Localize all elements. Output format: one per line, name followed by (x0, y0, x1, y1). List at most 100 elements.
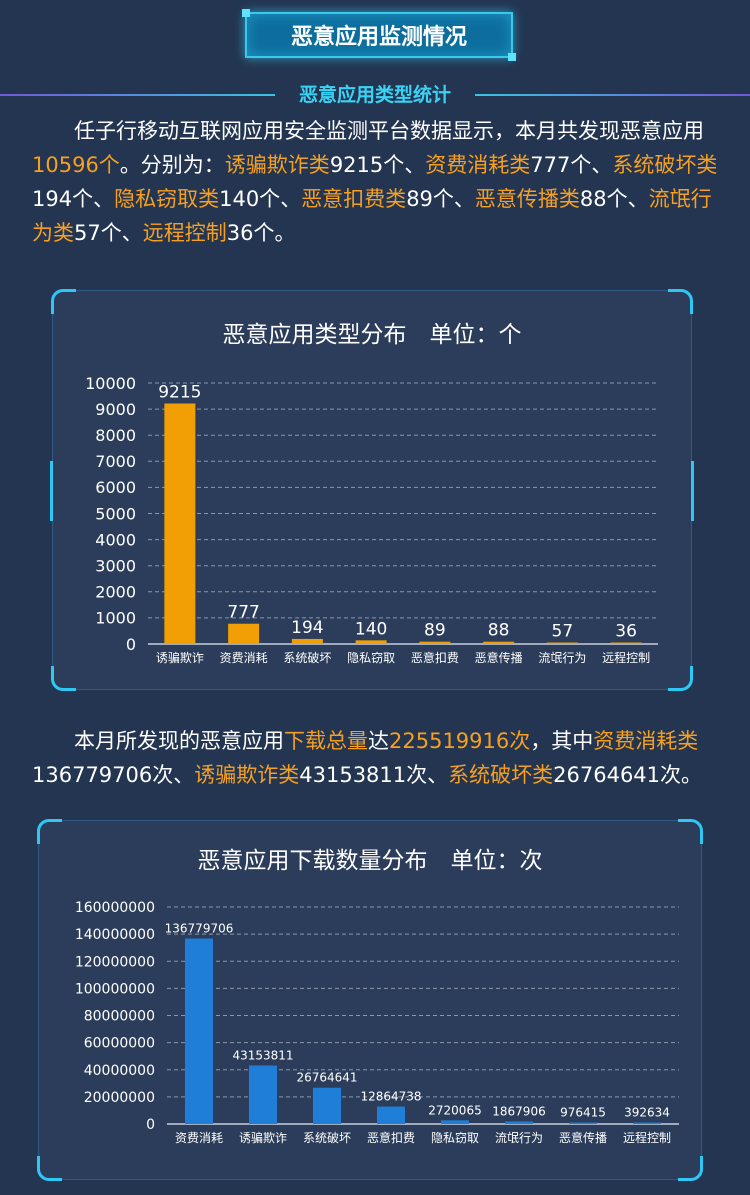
data-label: 976415 (560, 1106, 606, 1120)
data-label: 89 (424, 621, 446, 641)
type-name: 恶意传播类 (474, 187, 580, 211)
panel-corner (668, 289, 693, 314)
x-tick-label: 流氓行为 (538, 651, 586, 665)
data-label: 140 (355, 619, 387, 639)
y-tick-label: 100000000 (75, 981, 155, 997)
type-count: 140个 (219, 187, 281, 211)
data-label: 12864738 (360, 1090, 421, 1104)
chart-bar (228, 623, 260, 644)
y-tick-label: 2000 (95, 583, 136, 602)
x-tick-label: 远程控制 (602, 650, 650, 665)
data-label: 136779706 (165, 921, 234, 935)
period: 。 (274, 221, 296, 245)
type-count: 194个 (32, 187, 94, 211)
type-count: 57个 (74, 221, 122, 245)
data-label: 194 (291, 618, 323, 638)
y-tick-label: 8000 (95, 426, 136, 445)
type-name: 远程控制 (142, 221, 227, 245)
y-tick-label: 10000 (85, 374, 136, 393)
chart-bar (633, 1122, 661, 1124)
y-tick-label: 9000 (95, 400, 136, 419)
panel-corner (668, 666, 693, 691)
y-tick-label: 0 (126, 635, 136, 654)
section-header: 恶意应用监测情况 (242, 9, 516, 61)
y-tick-label: 7000 (95, 452, 136, 471)
data-label: 1867906 (492, 1104, 545, 1118)
type-name: 资费消耗类 (425, 153, 531, 177)
chart-bar (355, 640, 387, 644)
y-tick-label: 6000 (95, 478, 136, 497)
separator: 、 (280, 187, 302, 211)
chart-bar (441, 1120, 469, 1124)
x-tick-label: 流氓行为 (495, 1131, 543, 1145)
type-name: 恶意扣费类 (301, 187, 407, 211)
y-tick-label: 3000 (95, 556, 136, 575)
download-type-name: 系统破坏类 (448, 763, 554, 787)
type-count: 777个 (530, 153, 592, 177)
download-type-name: 诱骗欺诈类 (194, 763, 300, 787)
type-name: 隐私窃取类 (114, 187, 220, 211)
data-label: 9215 (158, 382, 201, 402)
data-label: 88 (488, 621, 510, 641)
y-tick-label: 160000000 (75, 900, 155, 916)
panel-corner (678, 1156, 703, 1181)
y-tick-label: 60000000 (84, 1036, 155, 1052)
data-label: 57 (552, 622, 574, 642)
download-total-value: 225519916次 (389, 729, 531, 753)
download-type-count: 26764641次 (553, 763, 682, 787)
separator: 、 (427, 763, 449, 787)
type-count: 89个 (406, 187, 454, 211)
y-tick-label: 1000 (95, 609, 136, 628)
download-text: 本月所发现的恶意应用 (74, 729, 284, 753)
intro-text: 任子行移动互联网应用安全监测平台数据显示，本月共发现恶意应用 (74, 119, 704, 143)
type-chart-panel: 恶意应用类型分布 单位：个 0 1000 2000 3000 4000 5000 6000 7… (50, 289, 694, 691)
chart-bar (164, 403, 196, 644)
chart-bar (185, 938, 213, 1124)
chart-bar (546, 642, 578, 644)
section-header-title: 恶意应用监测情况 (290, 25, 467, 50)
x-tick-label: 系统破坏 (303, 1130, 351, 1145)
download-total-label: 下载总量 (284, 729, 368, 753)
y-tick-label: 40000000 (84, 1063, 155, 1079)
intro-total: 10596个 (32, 153, 120, 177)
chart-bar (249, 1065, 277, 1124)
download-type-count: 136779706次 (32, 763, 174, 787)
chart-bar (505, 1121, 533, 1124)
download-paragraph: 本月所发现的恶意应用下载总量达225519916次，其中资费消耗类 1367797… (32, 724, 732, 792)
subtitle-line-left (0, 94, 275, 96)
data-label: 26764641 (296, 1071, 357, 1085)
y-tick-label: 20000000 (84, 1090, 155, 1106)
chart-bar (569, 1122, 597, 1124)
chart-title: 恶意应用类型分布 单位：个 (222, 322, 522, 348)
chart-bar (610, 642, 642, 644)
separator: 、 (404, 153, 426, 177)
panel-corner (678, 819, 703, 844)
x-tick-label: 恶意传播 (559, 1130, 607, 1145)
period: 。 (681, 763, 703, 787)
type-name: 流氓行为类 (32, 187, 712, 245)
x-tick-label: 诱骗欺诈 (156, 650, 204, 665)
y-tick-label: 5000 (95, 504, 136, 523)
chart-bar (419, 641, 451, 644)
type-name: 系统破坏类 (612, 153, 718, 177)
download-text-c: ，其中 (530, 729, 594, 753)
download-type-count: 43153811次 (299, 763, 428, 787)
x-tick-label: 远程控制 (623, 1130, 671, 1145)
chart-bar (483, 641, 515, 644)
x-tick-label: 恶意扣费 (411, 650, 459, 665)
x-tick-label: 资费消耗 (220, 651, 268, 665)
y-tick-label: 0 (146, 1117, 155, 1133)
data-label: 2720065 (428, 1103, 481, 1117)
x-tick-label: 系统破坏 (283, 650, 331, 665)
type-count: 88个 (579, 187, 628, 211)
subtitle: 恶意应用类型统计 (298, 84, 451, 106)
type-count: 9215个 (329, 153, 405, 177)
chart-bar (291, 638, 323, 644)
chart-bar (377, 1106, 405, 1124)
separator: 、 (627, 187, 649, 211)
chart-bar (313, 1087, 341, 1124)
separator: 、 (121, 221, 143, 245)
x-tick-label: 隐私窃取 (431, 1130, 479, 1145)
y-tick-label: 120000000 (75, 954, 155, 970)
x-tick-label: 资费消耗 (175, 1131, 223, 1145)
